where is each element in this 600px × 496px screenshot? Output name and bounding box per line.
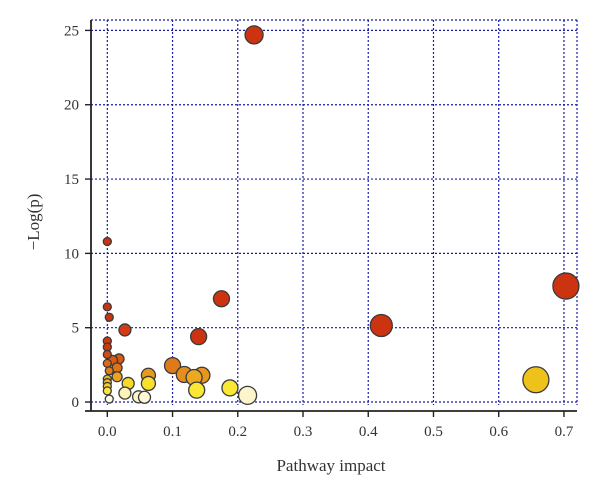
data-points (102, 25, 580, 405)
y-tick-label: 15 (64, 172, 79, 188)
x-tick-label: 0.2 (228, 424, 247, 440)
data-point (102, 236, 112, 247)
x-tick-label: 0.3 (294, 424, 313, 440)
x-tick-label: 0.0 (98, 424, 117, 440)
data-point (188, 381, 206, 399)
data-point (104, 312, 114, 322)
data-point (244, 25, 264, 45)
y-tick-label: 10 (64, 246, 79, 262)
data-point (104, 366, 114, 376)
data-point (137, 390, 152, 404)
data-point (102, 358, 112, 369)
data-point (104, 394, 114, 404)
x-tick-label: 0.5 (424, 424, 443, 440)
data-point (102, 386, 112, 396)
x-tick-label: 0.4 (359, 424, 378, 440)
y-tick-label: 5 (72, 321, 80, 337)
data-point (102, 349, 112, 360)
x-tick-label: 0.1 (163, 424, 182, 440)
data-point (221, 379, 239, 397)
data-point (118, 386, 132, 400)
y-axis-label: −Log(p) (24, 194, 43, 251)
data-point (118, 323, 132, 337)
data-point (140, 375, 157, 392)
axes (85, 20, 577, 412)
x-tick-label: 0.6 (489, 424, 508, 440)
x-tick-label: 0.7 (555, 424, 574, 440)
y-tick-label: 0 (72, 395, 80, 411)
y-tick-label: 20 (64, 98, 79, 114)
data-point (111, 371, 123, 383)
data-point (369, 313, 393, 338)
data-point (102, 302, 112, 312)
data-point (163, 356, 182, 375)
data-point (522, 366, 550, 394)
y-tick-label: 25 (64, 23, 79, 39)
x-axis-label: Pathway impact (276, 456, 385, 475)
data-point (552, 272, 580, 300)
data-point (237, 385, 258, 405)
ticks: 0.0 0.1 0.2 0.3 0.4 0.5 0.6 0.7 0 5 10 15 20 25 (64, 23, 574, 440)
data-point (189, 327, 208, 346)
grid (91, 19, 578, 405)
data-point (212, 290, 231, 308)
